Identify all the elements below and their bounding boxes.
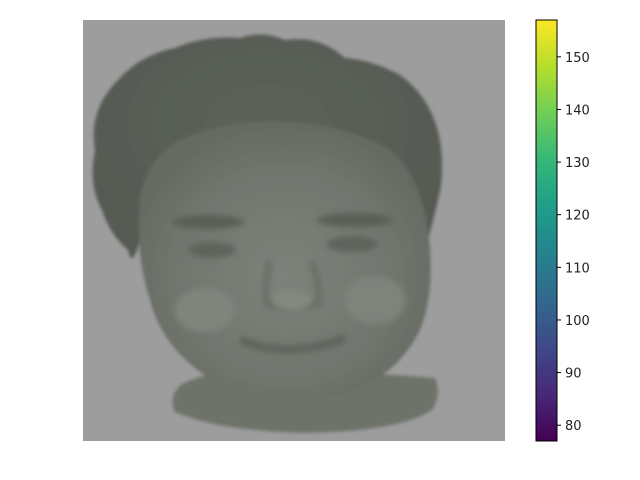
mouth	[238, 334, 347, 354]
right-eye	[326, 236, 378, 252]
colorbar-ticks: 80 90 100 110 120 130 140 150	[557, 51, 590, 434]
face-image	[83, 20, 505, 441]
left-eye	[188, 242, 236, 258]
right-eyebrow	[317, 213, 393, 227]
colorbar-tick-label: 150	[565, 51, 590, 66]
nose-tip	[272, 290, 312, 310]
hair-shape	[92, 34, 443, 258]
colorbar-bar	[535, 19, 558, 442]
left-eyebrow	[172, 215, 244, 229]
left-cheek	[175, 288, 235, 332]
colorbar-tick-label: 120	[565, 209, 590, 224]
colorbar: 80 90 100 110 120 130 140 150	[535, 19, 590, 442]
right-cheek	[345, 276, 405, 324]
colorbar-tick-label: 90	[565, 367, 582, 382]
colorbar-tick-label: 100	[565, 314, 590, 329]
colorbar-tick-label: 130	[565, 156, 590, 171]
colorbar-tick-label: 140	[565, 103, 590, 118]
colorbar-tick-label: 80	[565, 419, 582, 434]
colorbar-tick-label: 110	[565, 261, 590, 276]
